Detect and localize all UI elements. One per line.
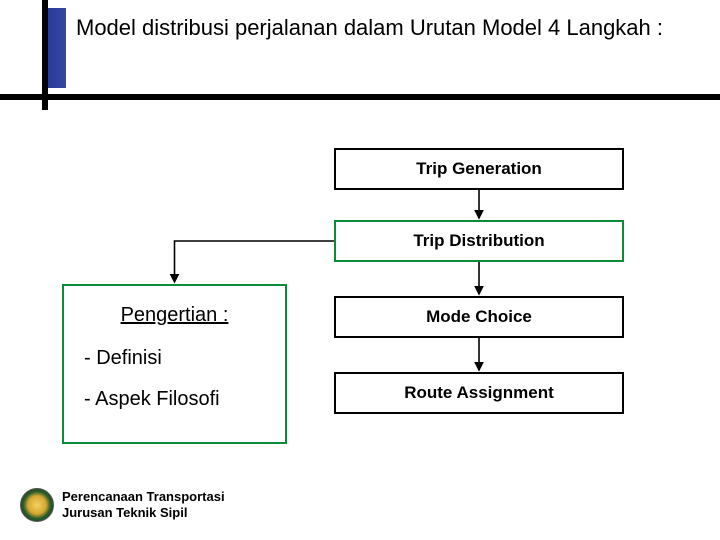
horizontal-rule (0, 94, 720, 100)
flow-step-label: Route Assignment (404, 383, 554, 403)
side-panel-item: - Definisi (84, 347, 265, 370)
slide-title: Model distribusi perjalanan dalam Urutan… (76, 14, 671, 43)
side-panel-pengertian: Pengertian : - Definisi - Aspek Filosofi (62, 284, 287, 444)
side-panel-heading: Pengertian : (84, 304, 265, 327)
flow-step-route-assignment: Route Assignment (334, 372, 624, 414)
title-gradient-bg: Model distribusi perjalanan dalam Urutan… (48, 8, 688, 88)
side-panel-item: - Aspek Filosofi (84, 388, 265, 411)
title-panel: Model distribusi perjalanan dalam Urutan… (66, 8, 681, 88)
flow-step-mode-choice: Mode Choice (334, 296, 624, 338)
footer-text: Perencanaan Transportasi Jurusan Teknik … (62, 489, 225, 522)
footer-line1: Perencanaan Transportasi (62, 489, 225, 505)
footer: Perencanaan Transportasi Jurusan Teknik … (20, 488, 225, 522)
flow-step-label: Trip Generation (416, 159, 542, 179)
flow-step-trip-distribution: Trip Distribution (334, 220, 624, 262)
vertical-rule (42, 0, 48, 110)
footer-line2: Jurusan Teknik Sipil (62, 505, 225, 521)
university-logo-icon (20, 488, 54, 522)
flow-step-label: Trip Distribution (413, 231, 544, 251)
flow-step-trip-generation: Trip Generation (334, 148, 624, 190)
flow-step-label: Mode Choice (426, 307, 532, 327)
